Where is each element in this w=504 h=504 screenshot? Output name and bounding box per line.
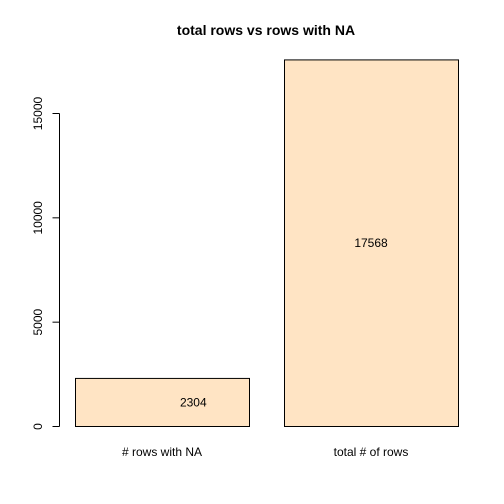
y-tick-label: 15000	[31, 96, 45, 130]
category-label: # rows with NA	[122, 445, 202, 459]
bar	[75, 377, 250, 427]
category-label: total # of rows	[334, 445, 409, 459]
value-labels: 2304 17568	[180, 236, 388, 409]
y-tick-label: 0	[31, 423, 45, 430]
y-tick-label: 5000	[31, 308, 45, 335]
bars	[75, 59, 459, 427]
y-axis: 0 5000 10000 15000	[31, 96, 60, 430]
y-tick-label: 10000	[31, 201, 45, 235]
bar-value-label: 2304	[180, 395, 207, 409]
category-labels: # rows with NA total # of rows	[122, 445, 408, 459]
bar-value-label: 17568	[354, 236, 388, 250]
bar	[284, 59, 459, 427]
chart-title: total rows vs rows with NA	[177, 22, 355, 38]
